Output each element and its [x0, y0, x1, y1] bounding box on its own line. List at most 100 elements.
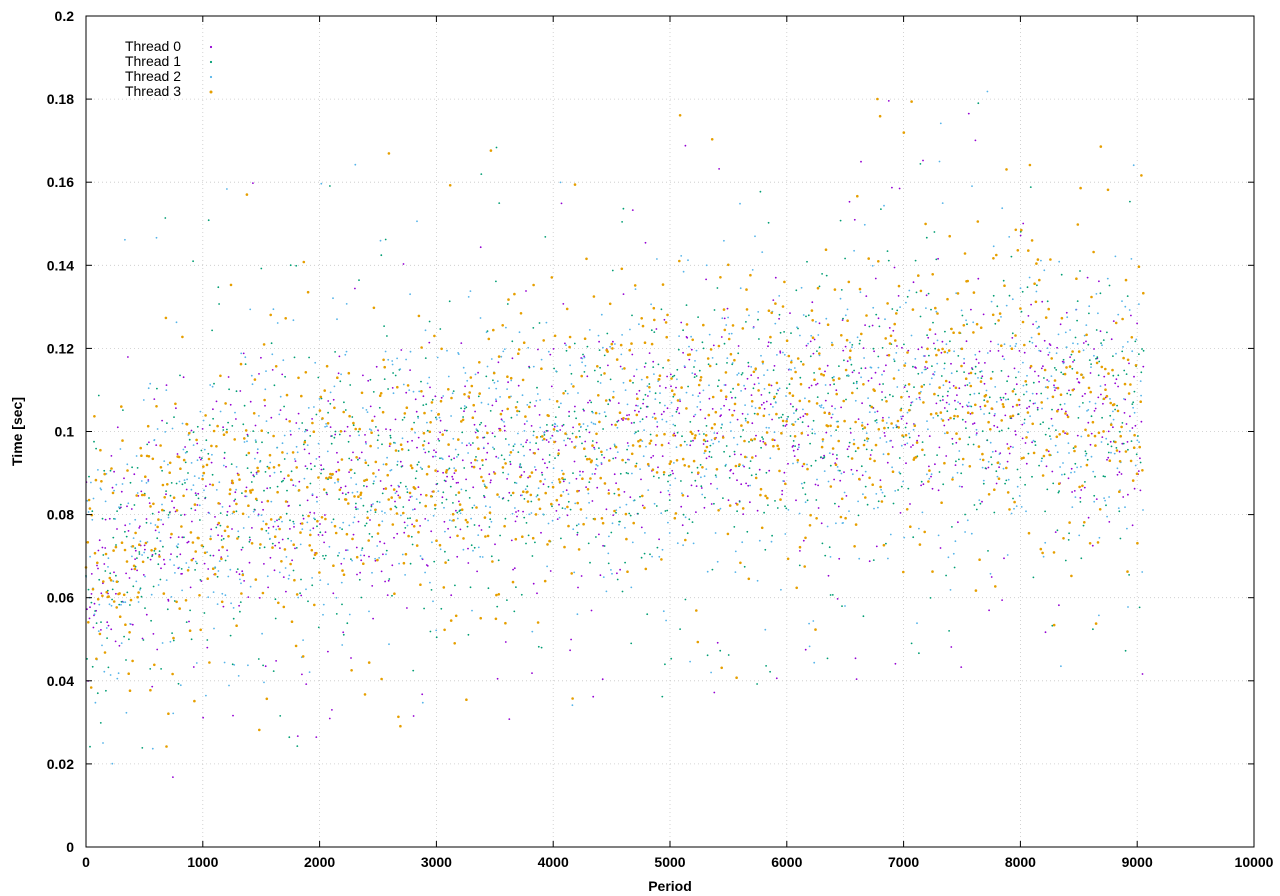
data-point [327, 583, 329, 586]
data-point [414, 431, 416, 434]
data-point [780, 431, 783, 435]
data-point [803, 481, 806, 484]
data-point [1034, 402, 1036, 405]
data-point [128, 631, 131, 634]
data-point [170, 553, 172, 555]
data-point [981, 452, 984, 456]
data-point [306, 521, 309, 524]
data-point [155, 405, 158, 408]
data-point [791, 394, 795, 398]
data-point [986, 439, 989, 442]
data-point [265, 529, 268, 532]
data-point [535, 495, 538, 498]
data-point [723, 328, 727, 332]
data-point [245, 193, 249, 196]
data-point [935, 258, 938, 261]
data-point [173, 506, 176, 509]
data-point [298, 427, 301, 430]
data-point [733, 436, 735, 439]
data-point [175, 321, 178, 324]
data-point [993, 424, 996, 427]
data-point [908, 395, 910, 398]
data-point [690, 484, 693, 487]
data-point [207, 219, 210, 222]
data-point [1080, 435, 1083, 438]
data-point [95, 657, 98, 661]
data-point [711, 408, 714, 410]
data-point [1035, 320, 1038, 323]
data-point [760, 394, 763, 396]
data-point [708, 333, 711, 336]
data-point [94, 610, 96, 612]
data-point [568, 482, 571, 484]
data-point [165, 493, 167, 496]
data-point [729, 421, 732, 424]
data-point [341, 644, 344, 646]
data-point [716, 641, 719, 644]
data-point [628, 379, 632, 383]
data-point [820, 406, 822, 409]
data-point [931, 273, 934, 276]
data-point [989, 340, 992, 343]
data-point [591, 473, 594, 475]
data-point [1043, 368, 1047, 372]
data-point [424, 329, 427, 332]
data-point [343, 401, 345, 404]
data-point [972, 443, 975, 446]
data-point [820, 445, 824, 449]
data-point [663, 410, 665, 413]
data-point [183, 513, 186, 516]
data-point [573, 342, 576, 345]
data-point [746, 421, 750, 424]
data-point [394, 500, 396, 503]
data-point [607, 489, 610, 491]
data-point [455, 509, 457, 512]
data-point [792, 405, 794, 408]
data-point [1095, 361, 1099, 365]
data-point [855, 678, 858, 680]
data-point [267, 466, 271, 470]
data-point [423, 440, 426, 442]
data-point [326, 425, 328, 428]
data-point [640, 478, 642, 481]
data-point [702, 443, 705, 445]
data-point [938, 471, 941, 473]
data-point [589, 561, 591, 564]
data-point [1071, 506, 1074, 508]
data-point [508, 491, 511, 494]
data-point [241, 492, 243, 494]
data-point [134, 558, 137, 560]
data-point [554, 416, 557, 418]
data-point [414, 398, 417, 401]
data-point [757, 318, 759, 321]
data-point [553, 425, 556, 428]
data-point [239, 390, 242, 392]
data-point [556, 425, 559, 427]
data-point [839, 479, 842, 482]
data-point [469, 376, 473, 379]
data-point [585, 517, 588, 519]
data-point [1036, 408, 1039, 411]
data-point [356, 573, 358, 576]
data-point [467, 562, 470, 564]
data-point [1104, 499, 1106, 502]
data-point [887, 353, 891, 357]
data-point [1032, 451, 1036, 455]
data-point [865, 437, 869, 440]
data-point [492, 371, 496, 375]
data-point [499, 534, 501, 537]
data-point [271, 546, 274, 549]
data-point [737, 352, 740, 355]
data-point [1040, 401, 1043, 404]
data-point [740, 390, 742, 392]
data-point [741, 372, 744, 374]
data-point [550, 385, 553, 388]
data-point [246, 440, 248, 443]
data-point [941, 347, 944, 351]
data-point [549, 437, 552, 440]
data-point [952, 385, 955, 387]
data-point [997, 319, 1000, 322]
data-point [479, 616, 483, 620]
data-point [391, 360, 394, 362]
data-point [385, 549, 388, 552]
